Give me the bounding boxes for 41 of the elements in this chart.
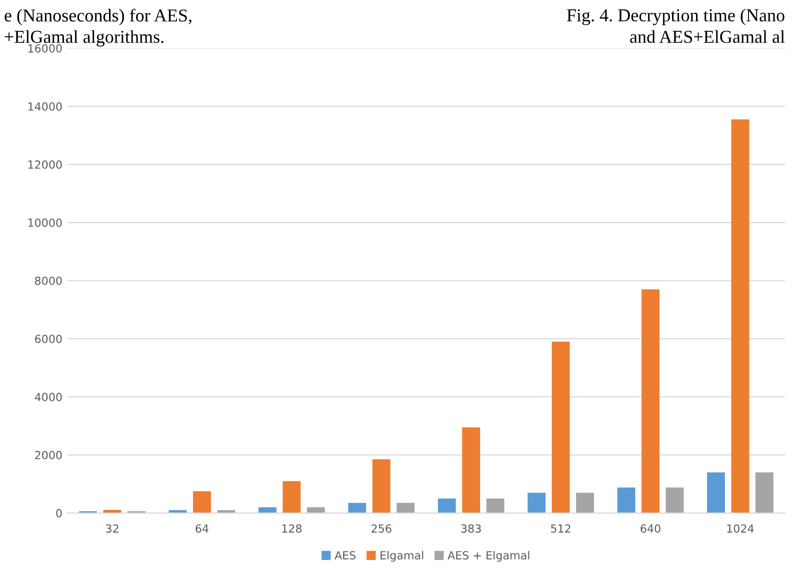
bar [755,472,774,514]
bar [282,481,301,514]
y-tick-label: 0 [56,509,62,518]
y-tick-label: 6000 [35,334,62,344]
text: e (Nanoseconds) for AES, [4,8,192,26]
bar [552,342,570,514]
y-tick-label: 10000 [28,218,62,227]
x-tick-label: 64 [196,524,208,533]
x-tick-label: 512 [551,524,570,533]
bar [396,502,415,514]
bar [617,487,636,514]
bar [486,498,504,514]
caption: Fig. 4. Decryption time (Nano [566,8,784,26]
bar [576,492,594,514]
y-tick-label: 2000 [35,450,62,460]
bar [528,492,546,514]
bar [642,289,660,514]
bar [348,502,366,514]
x-tick-label: 32 [106,524,118,533]
bar [731,119,750,514]
y-tick-label: 12000 [28,160,62,169]
bar [306,507,325,514]
bar [707,472,725,514]
x-tick-label: 383 [461,524,481,533]
legend-label: AES + Elgamal [448,550,530,562]
bar [372,459,390,514]
legend-label: AES [334,551,356,560]
bar [192,491,211,514]
x-tick-label: 256 [372,524,392,533]
text: and AES+ElGamal al [630,30,785,43]
y-tick-label: 8000 [35,276,62,285]
bar [438,498,456,514]
bar [258,507,276,514]
y-tick-label: 4000 [34,392,62,402]
bar [462,427,480,514]
bar [666,487,684,514]
legend-label: Elgamal [380,550,424,562]
y-tick-label: 14000 [28,102,62,111]
x-tick-label: 128 [282,524,302,533]
x-tick-label: 1024 [727,524,754,533]
x-tick-label: 640 [640,524,660,533]
